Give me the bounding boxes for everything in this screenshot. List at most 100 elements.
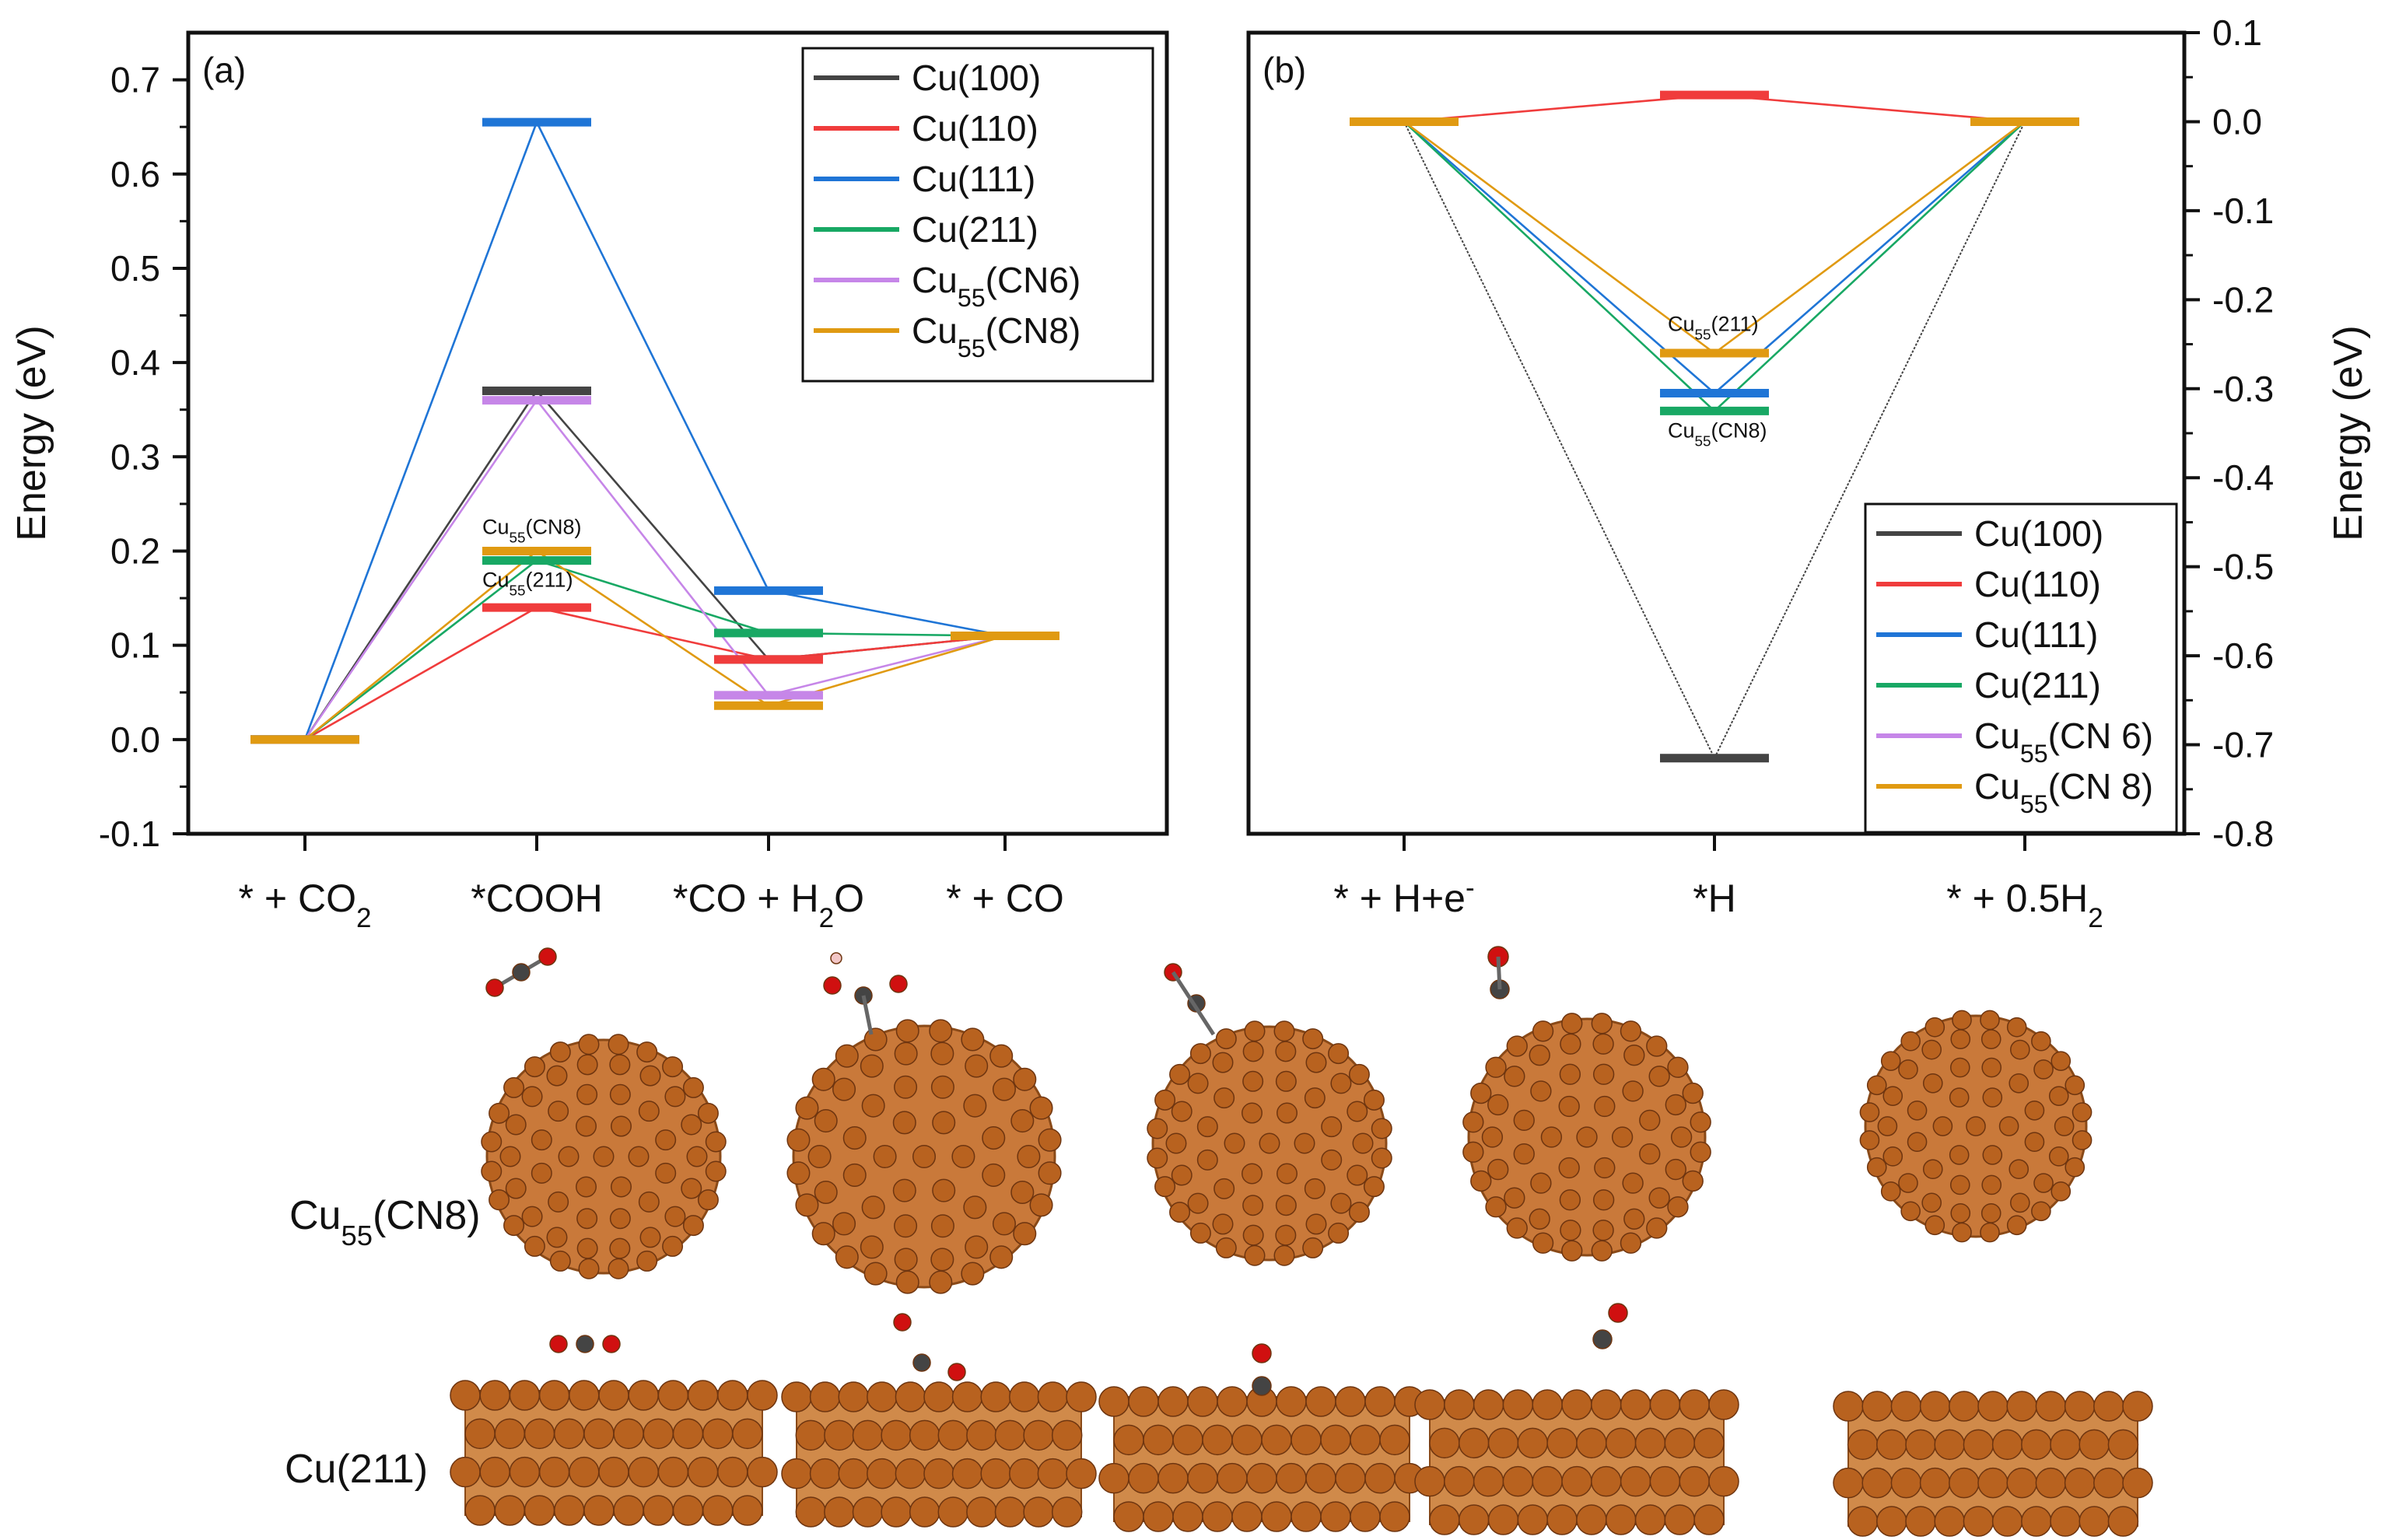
cu-atom (1157, 1386, 1189, 1417)
cu-atom (1444, 1465, 1475, 1497)
cu-atom (1949, 1174, 1970, 1195)
cu-atom (1880, 1051, 1901, 1071)
cu-atom (1559, 1063, 1581, 1085)
cu-atom (895, 1381, 926, 1412)
cu-atom (1038, 1128, 1062, 1152)
cu-atom (1907, 1100, 1928, 1121)
y-tick-label: 0.1 (110, 625, 160, 666)
cu-atom (930, 1214, 954, 1238)
cu-atom (1682, 1082, 1704, 1104)
series-connector-Cu(110) (1403, 93, 1715, 123)
slab-body (464, 1390, 763, 1516)
cu-atom (705, 1160, 727, 1182)
cu-atom (1592, 1189, 1615, 1211)
cu-atom (1880, 1181, 1901, 1202)
cu-atom (1693, 1427, 1725, 1459)
cu-atom (1215, 1028, 1237, 1050)
cu-atom (895, 1458, 926, 1489)
cu-atom (1196, 1116, 1218, 1138)
cu-atom (1504, 1187, 1525, 1209)
cu-atom (1546, 1504, 1578, 1535)
cu-atom (881, 1496, 912, 1528)
cu-atom (1693, 1504, 1725, 1535)
series-connector-Cu55(CN8) (1403, 121, 1715, 355)
cu-atom (662, 1235, 684, 1257)
cu-atom (1277, 1102, 1298, 1124)
cu-atom (1113, 1424, 1144, 1456)
cu-atom (1462, 1111, 1484, 1133)
cu-atom (1634, 1504, 1666, 1535)
cu-atom (1919, 1467, 1951, 1499)
cu-atom (576, 1208, 598, 1230)
series-connector-Cu(111) (535, 121, 770, 591)
cu-atom (638, 1191, 660, 1213)
cu-atom (930, 1075, 954, 1099)
cu-atom (2006, 1215, 2027, 1236)
y-tick-label: -0.4 (2212, 457, 2274, 498)
cu-atom (838, 1458, 869, 1489)
cu-atom (481, 1131, 503, 1153)
cu-atom (923, 1381, 954, 1412)
cu-atom (1667, 1056, 1689, 1078)
cu-atom (548, 1191, 569, 1213)
series-connector-Cu(111) (1403, 121, 1715, 394)
cu-atom (1172, 1501, 1203, 1532)
cu-atom (835, 1044, 859, 1068)
cu-atom (1890, 1467, 1922, 1499)
cu-atom (1242, 1070, 1264, 1092)
cu-atom (2065, 1157, 2086, 1178)
cu-atom (786, 1128, 811, 1152)
cu-atom (1038, 1161, 1062, 1185)
cu-atom (892, 1111, 916, 1135)
cu-atom (989, 1044, 1014, 1068)
cu-atom (549, 1041, 571, 1063)
cu-atom (1591, 1389, 1622, 1420)
cu-atom (2024, 1132, 2045, 1153)
cu-atom (842, 1126, 867, 1150)
slab-body (1113, 1396, 1410, 1522)
cu-atom (1611, 1126, 1634, 1148)
cu-atom (657, 1456, 689, 1488)
cu211-slab (450, 1380, 778, 1526)
cu-atom (1212, 1052, 1234, 1073)
x-category-label: * + 0.5H2 (1946, 877, 2103, 933)
cu-atom (1591, 1013, 1613, 1034)
cu-atom (1919, 1391, 1951, 1422)
cu-atom (494, 1495, 526, 1526)
cu-atom (1866, 1075, 1887, 1096)
cu-atom (852, 1419, 884, 1451)
legend-label: Cu(110) (912, 108, 1038, 149)
cu-atom (1679, 1465, 1710, 1497)
cu-atom (538, 1380, 570, 1411)
cu-atom (2079, 1429, 2110, 1461)
cu-atom (549, 1250, 571, 1272)
cu-atom (1517, 1427, 1549, 1459)
cu-atom (1017, 1144, 1041, 1169)
cu-atom (576, 1237, 598, 1259)
cu-atom (1950, 1203, 1971, 1223)
cu-atom (732, 1495, 763, 1526)
cu-atom (1321, 1116, 1343, 1138)
cu-atom (2048, 1086, 2069, 1106)
structure-illustrations: Cu55(CN8) Cu(211) (285, 946, 2153, 1537)
cu-atom (1980, 1203, 2002, 1223)
cu-atom (1348, 1063, 1370, 1085)
x-category-label: * + CO (946, 877, 1063, 920)
cu-atom (702, 1495, 734, 1526)
cu-atom (1244, 1244, 1266, 1266)
cu-atom (613, 1495, 644, 1526)
cu-atom (1470, 1082, 1492, 1104)
cu-atom (1682, 1170, 1704, 1192)
cu-atom (1859, 1102, 1880, 1122)
cu-atom (1029, 1096, 1053, 1120)
cu-atom (1980, 1029, 2002, 1049)
cu-atom (1305, 1386, 1336, 1417)
cu-atom (1276, 1462, 1307, 1494)
cu55-cluster (1147, 1020, 1392, 1266)
cu-atom (1905, 1506, 1936, 1537)
cu-atom (994, 1419, 1026, 1451)
series-connector-Cu(111) (768, 590, 1006, 637)
cu-atom (687, 1456, 719, 1488)
series-connector-Cu(211) (1403, 121, 1715, 412)
cu-atom (2009, 1192, 2030, 1213)
